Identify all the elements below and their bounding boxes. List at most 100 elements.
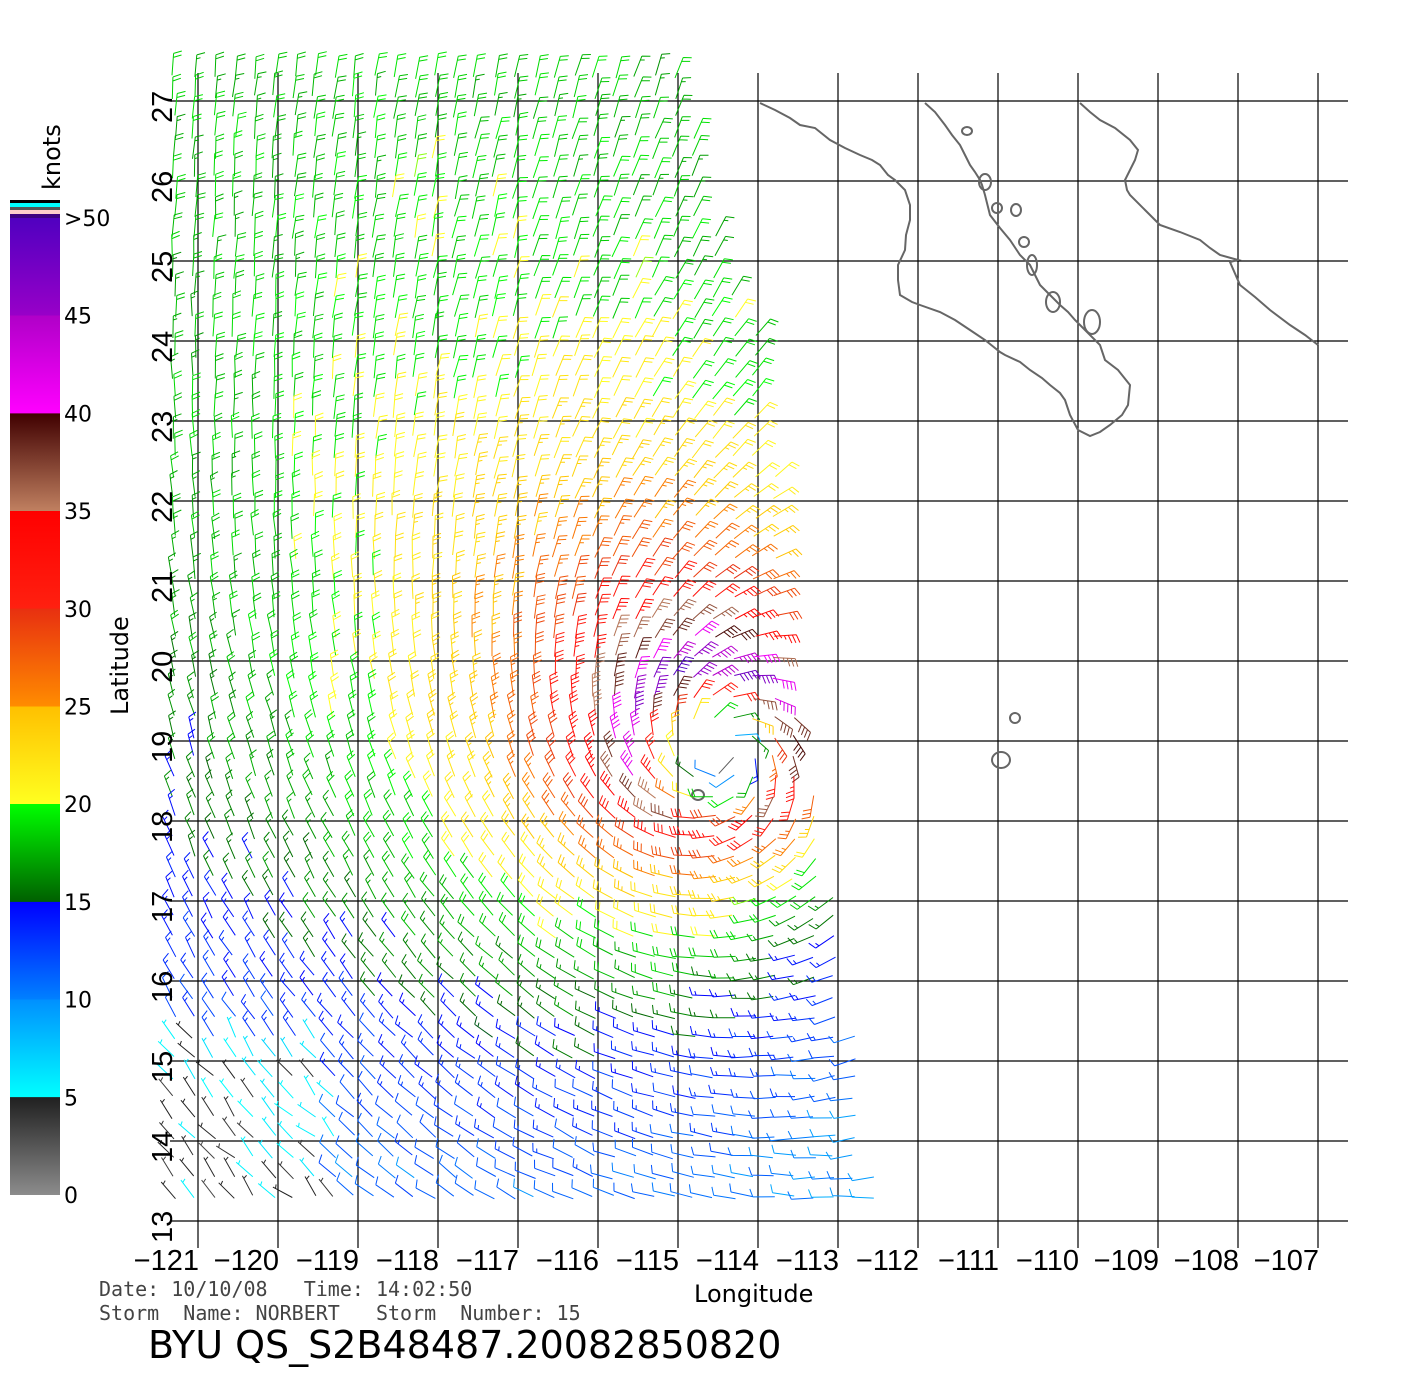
wind-barb <box>513 1096 534 1117</box>
wind-barb <box>619 772 635 798</box>
wind-barb <box>572 374 590 397</box>
wind-barb <box>434 391 448 416</box>
wind-barb <box>533 1180 555 1199</box>
wind-barb <box>614 1139 637 1157</box>
wind-barb <box>554 133 569 157</box>
wind-barb <box>333 569 343 596</box>
wind-barb <box>712 381 736 400</box>
wind-barb <box>431 551 443 577</box>
wind-barb <box>379 1055 397 1079</box>
wind-barb <box>174 90 186 116</box>
wind-barb <box>632 942 655 957</box>
wind-barb <box>786 956 814 966</box>
wind-barb <box>341 990 356 1017</box>
wind-barb <box>688 947 714 958</box>
wind-barb <box>358 932 374 957</box>
wind-barb <box>649 903 673 918</box>
wind-barb <box>310 530 320 557</box>
wind-barb <box>229 590 238 617</box>
wind-barb <box>511 590 524 616</box>
wind-barb <box>188 711 197 739</box>
wind-barb <box>808 935 835 949</box>
wind-barb <box>375 1176 395 1198</box>
wind-barb <box>171 73 182 100</box>
wind-barb <box>475 935 494 959</box>
wind-barb <box>694 400 717 419</box>
wind-barb <box>227 711 236 739</box>
wind-barb <box>415 55 429 79</box>
wind-barb <box>341 892 355 919</box>
wind-barb <box>366 712 376 739</box>
wind-barb <box>634 578 655 599</box>
wind-barb <box>725 874 753 884</box>
wind-barb <box>167 788 176 816</box>
wind-barb <box>594 557 611 579</box>
wind-barb <box>200 1077 214 1098</box>
wind-barb <box>474 591 484 617</box>
wind-barb <box>367 729 376 757</box>
wind-barb <box>555 196 572 219</box>
wind-barb <box>754 586 781 597</box>
wind-barb <box>514 75 529 99</box>
wind-barbs <box>156 50 874 1200</box>
wind-barb <box>494 71 507 96</box>
wind-barb <box>705 909 733 919</box>
wind-barb <box>609 711 621 739</box>
wind-barb <box>407 650 417 678</box>
wind-barb <box>274 173 284 199</box>
wind-barb <box>584 749 597 777</box>
wind-barb <box>393 212 406 237</box>
wind-barb <box>376 1116 395 1139</box>
wind-barb <box>321 1116 335 1137</box>
island <box>961 126 973 136</box>
wind-barb <box>650 1143 673 1160</box>
wind-barb <box>436 956 454 980</box>
wind-barb <box>693 195 713 217</box>
wind-barb <box>266 609 276 637</box>
wind-barb <box>506 709 516 737</box>
wind-barb <box>473 395 487 419</box>
wind-barb <box>651 845 675 860</box>
wind-barb <box>654 117 673 139</box>
wind-barb <box>274 1100 293 1117</box>
wind-barb <box>415 74 429 98</box>
colorbar-tick-label: 40 <box>64 402 92 427</box>
wind-barb <box>393 590 403 617</box>
wind-barb <box>231 469 240 496</box>
wind-barb <box>392 233 405 258</box>
wind-barb <box>375 414 388 439</box>
wind-barb <box>187 829 196 857</box>
wind-barb <box>713 397 736 416</box>
map-grid <box>170 73 1348 1248</box>
wind-barb <box>394 74 408 98</box>
wind-barb <box>544 749 555 777</box>
wind-barb <box>214 110 226 136</box>
wind-barb <box>532 533 546 557</box>
wind-barb <box>215 1143 236 1159</box>
wind-barb <box>273 93 286 118</box>
wind-barb <box>418 1075 436 1099</box>
wind-barb <box>391 489 401 516</box>
wind-barb <box>336 1172 354 1196</box>
wind-barb <box>417 1014 434 1039</box>
wind-barb <box>669 885 695 896</box>
wind-barb <box>498 911 515 937</box>
wind-barb <box>553 75 568 99</box>
wind-barb <box>532 176 548 199</box>
wind-barb <box>713 258 733 279</box>
wind-barb <box>672 617 695 636</box>
wind-barb <box>555 937 575 958</box>
wind-barb <box>651 923 676 936</box>
wind-barb <box>186 671 195 699</box>
wind-barb <box>726 856 754 868</box>
wind-barb <box>322 871 337 898</box>
wind-barb <box>491 293 506 317</box>
wind-barb <box>201 972 214 999</box>
y-tick-label: 13 <box>147 1211 179 1243</box>
wind-barb <box>693 176 712 198</box>
wind-barb <box>193 270 205 296</box>
wind-barb <box>772 504 799 517</box>
wind-barb <box>577 793 594 818</box>
wind-barb <box>730 1007 757 1017</box>
wind-barb <box>415 1096 434 1119</box>
